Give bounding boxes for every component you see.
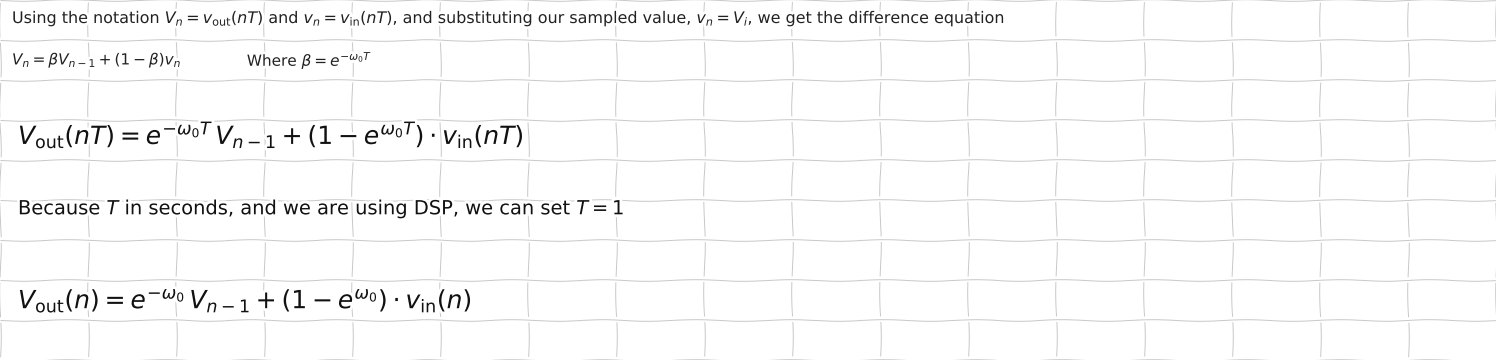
Text: $V_n = \beta V_{n-1} + (1-\beta)v_n$: $V_n = \beta V_{n-1} + (1-\beta)v_n$ [12,50,181,69]
Text: Using the notation $V_n = v_{\rm out}(nT)$ and $v_n = v_{\rm in}(nT)$, and subst: Using the notation $V_n = v_{\rm out}(nT… [12,9,1007,28]
Text: Where $\beta = e^{-\omega_0 T}$: Where $\beta = e^{-\omega_0 T}$ [247,49,373,71]
Text: $V_{\rm out}(nT) = e^{-\omega_0 T}\,V_{n-1} + (1 - e^{\omega_0 T})\cdot v_{\rm i: $V_{\rm out}(nT) = e^{-\omega_0 T}\,V_{n… [18,119,524,151]
Text: Because $T$ in seconds, and we are using DSP, we can set $T = 1$: Because $T$ in seconds, and we are using… [18,197,627,220]
Text: $V_{\rm out}(n) = e^{-\omega_0}\,V_{n-1} + (1 - e^{\omega_0})\cdot v_{\rm in}(n): $V_{\rm out}(n) = e^{-\omega_0}\,V_{n-1}… [18,287,473,315]
